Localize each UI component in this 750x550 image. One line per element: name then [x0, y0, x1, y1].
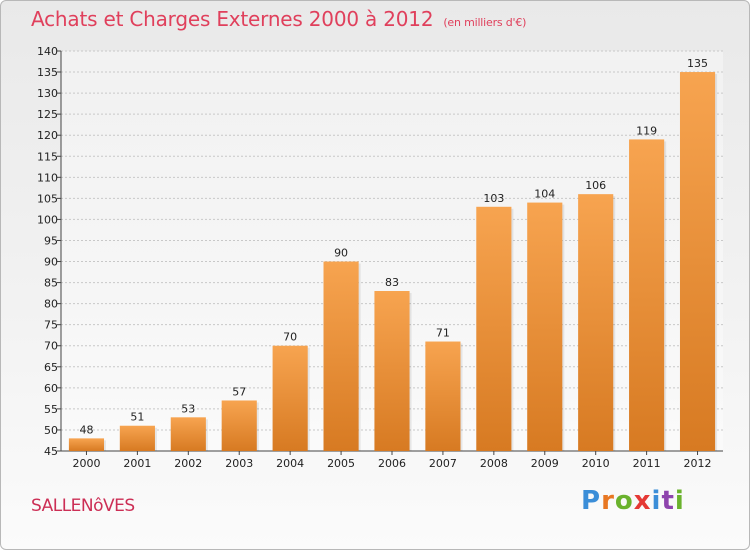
y-tick-label: 70: [44, 340, 58, 353]
y-tick-label: 95: [44, 234, 58, 247]
bar-2002: [170, 417, 206, 451]
bar-2011: [629, 139, 665, 451]
bar-2007: [425, 341, 461, 451]
y-tick-label: 110: [37, 171, 58, 184]
data-label: 104: [534, 188, 555, 201]
y-tick-label: 65: [44, 361, 58, 374]
y-tick-label: 125: [37, 108, 58, 121]
commune-name: SALLENôVES: [31, 496, 135, 516]
y-tick-label: 75: [44, 319, 58, 332]
x-tick-label: 2005: [327, 457, 355, 470]
data-label: 53: [181, 402, 195, 415]
y-tick-label: 85: [44, 277, 58, 290]
x-tick-label: 2006: [378, 457, 406, 470]
chart-unit: (en milliers d'€): [443, 16, 527, 29]
y-tick-label: 55: [44, 403, 58, 416]
data-label: 51: [130, 411, 144, 424]
bar-2010: [578, 194, 614, 451]
y-tick-label: 90: [44, 256, 58, 269]
data-label: 71: [436, 327, 450, 340]
y-tick-label: 45: [44, 445, 58, 458]
bar-2009: [527, 202, 563, 451]
x-tick-label: 2003: [225, 457, 253, 470]
y-tick-label: 100: [37, 213, 58, 226]
bar-2006: [374, 291, 410, 451]
y-tick-label: 140: [37, 45, 58, 58]
bar-2003: [221, 400, 257, 451]
y-tick-label: 120: [37, 129, 58, 142]
x-tick-label: 2010: [582, 457, 610, 470]
data-label: 103: [483, 192, 504, 205]
y-tick-label: 135: [37, 66, 58, 79]
y-tick-label: 50: [44, 424, 58, 437]
data-label: 135: [687, 57, 708, 70]
data-label: 119: [636, 124, 657, 137]
x-tick-label: 2000: [72, 457, 100, 470]
bar-2004: [272, 345, 308, 451]
data-label: 70: [283, 331, 297, 344]
chart-title: Achats et Charges Externes 2000 à 2012 (e…: [31, 7, 527, 31]
x-tick-label: 2002: [174, 457, 202, 470]
x-tick-label: 2007: [429, 457, 457, 470]
bar-2012: [679, 72, 716, 451]
y-tick-label: 130: [37, 87, 58, 100]
data-label: 48: [79, 423, 93, 436]
x-tick-label: 2012: [684, 457, 712, 470]
bar-2000: [68, 438, 105, 451]
y-tick-label: 105: [37, 192, 58, 205]
data-label: 90: [334, 247, 348, 260]
data-label: 57: [232, 385, 246, 398]
proxiti-logo: Proxiti: [581, 486, 685, 516]
bar-2001: [119, 425, 155, 451]
data-label: 83: [385, 276, 399, 289]
x-tick-label: 2009: [531, 457, 559, 470]
y-tick-label: 115: [37, 150, 58, 163]
x-tick-label: 2008: [480, 457, 508, 470]
data-label: 106: [585, 179, 606, 192]
y-tick-label: 80: [44, 298, 58, 311]
bar-2008: [476, 206, 512, 451]
x-tick-label: 2011: [633, 457, 661, 470]
x-tick-label: 2004: [276, 457, 304, 470]
bar-2005: [323, 261, 359, 451]
x-tick-label: 2001: [123, 457, 151, 470]
y-tick-label: 60: [44, 382, 58, 395]
